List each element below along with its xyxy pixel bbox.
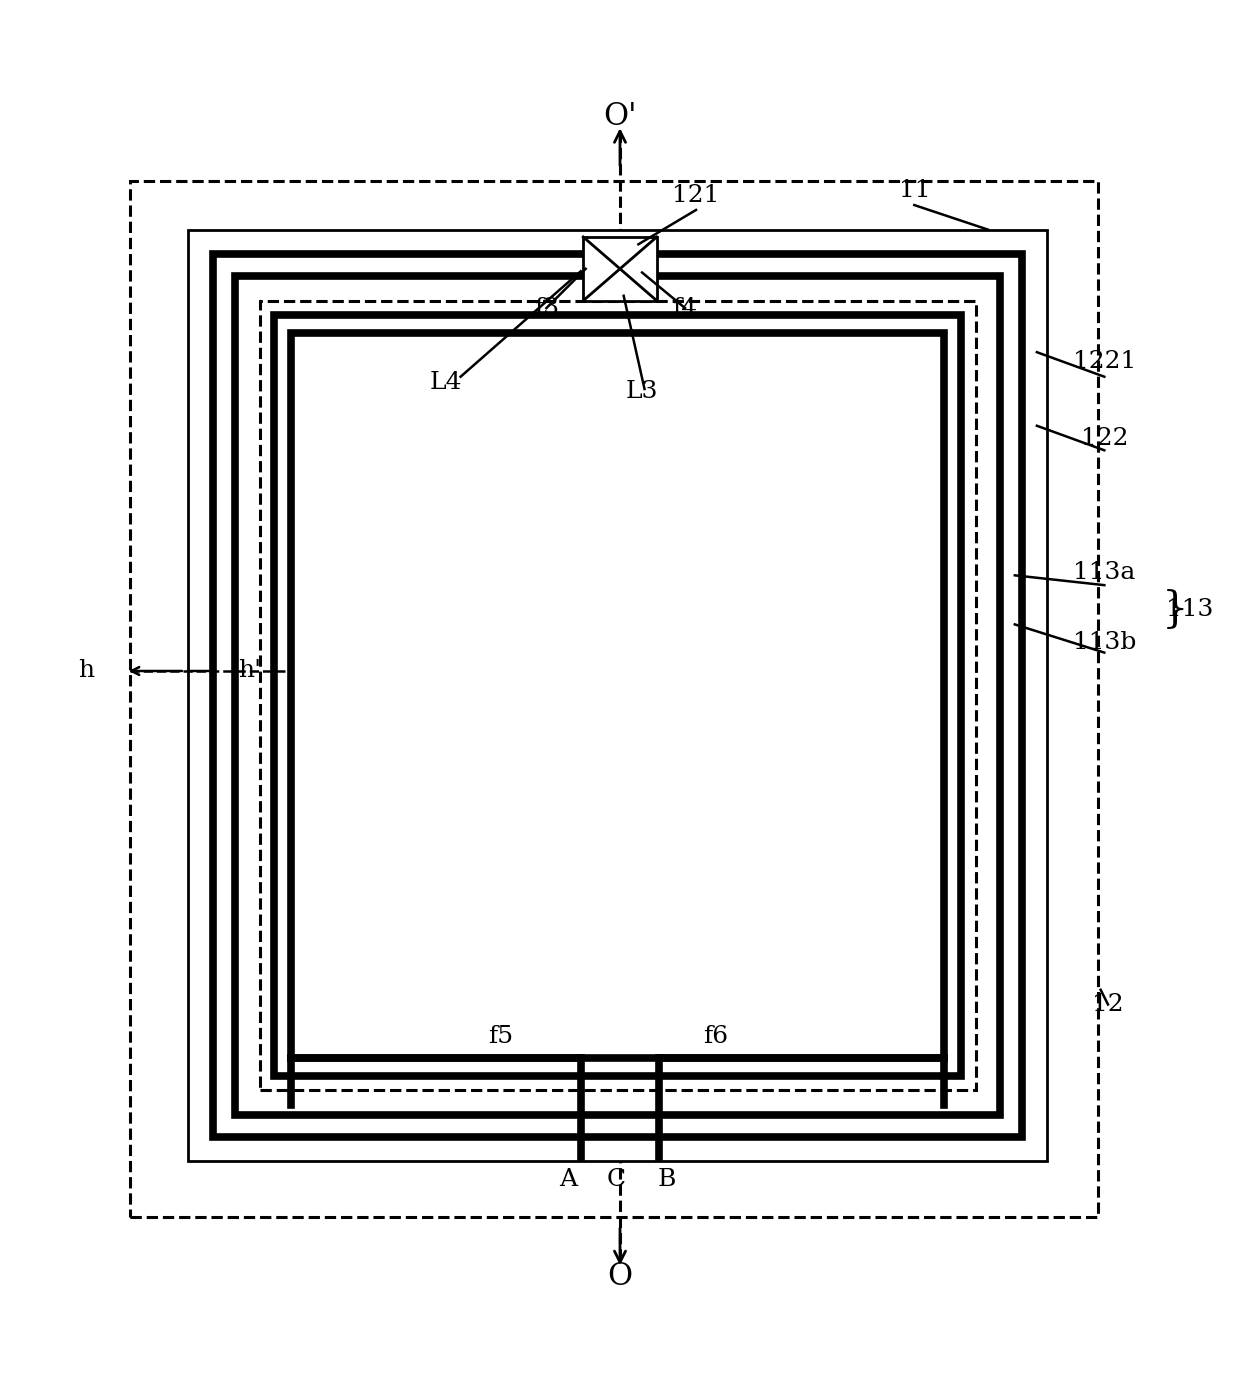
Bar	[236, 277, 1001, 1114]
Text: 122: 122	[1080, 427, 1128, 449]
Text: L3: L3	[626, 380, 658, 403]
Text: 121: 121	[672, 184, 719, 207]
Text: L4: L4	[429, 371, 463, 394]
Text: O': O'	[603, 102, 637, 132]
Text: f4: f4	[672, 296, 698, 320]
Text: 12: 12	[1092, 993, 1123, 1015]
Bar	[188, 230, 1047, 1161]
Text: h': h'	[238, 659, 262, 683]
Text: B: B	[657, 1168, 676, 1191]
Text: 1221: 1221	[1073, 351, 1136, 374]
Text: 113b: 113b	[1073, 632, 1136, 654]
Text: C: C	[606, 1168, 626, 1191]
Bar	[259, 300, 976, 1091]
Bar	[129, 181, 1099, 1217]
Text: 11: 11	[899, 179, 930, 202]
Bar	[213, 255, 1022, 1136]
Text: A: A	[559, 1168, 578, 1191]
Bar	[583, 236, 657, 300]
Bar	[274, 316, 961, 1075]
Text: }: }	[1162, 588, 1188, 630]
Text: 113a: 113a	[1073, 562, 1136, 584]
Text: f5: f5	[489, 1025, 513, 1047]
Bar	[291, 332, 944, 1059]
Text: f6: f6	[703, 1025, 728, 1047]
Text: 113: 113	[1167, 598, 1214, 622]
Text: f3: f3	[534, 296, 559, 320]
Text: O: O	[608, 1262, 632, 1292]
Text: h: h	[78, 659, 94, 683]
